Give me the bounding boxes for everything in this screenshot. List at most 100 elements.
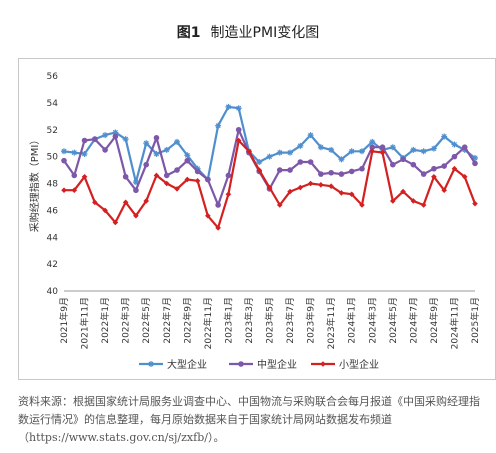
series-0-point bbox=[441, 133, 448, 140]
series-2-point bbox=[410, 198, 417, 204]
series-0-point bbox=[81, 150, 88, 157]
series-1-point bbox=[338, 171, 345, 177]
y-tick-label: 44 bbox=[47, 233, 59, 243]
series-2-point bbox=[256, 167, 263, 173]
series-2-point bbox=[338, 190, 345, 196]
series-2-point bbox=[390, 198, 396, 204]
series-2-point bbox=[81, 173, 88, 180]
series-1-point bbox=[163, 172, 170, 179]
series-0-point bbox=[132, 179, 139, 186]
series-1-point bbox=[472, 160, 478, 167]
series-2-point bbox=[359, 202, 365, 208]
series-2-point bbox=[431, 173, 437, 180]
series-1-point bbox=[235, 126, 242, 133]
series-2-point bbox=[420, 202, 427, 208]
series-1-point bbox=[287, 167, 293, 173]
series-1-point bbox=[348, 168, 355, 175]
series-2-point bbox=[472, 200, 478, 207]
series-0-point bbox=[369, 138, 376, 145]
x-tick-label: 2024年9月 bbox=[428, 297, 440, 344]
x-tick-label: 2024年5月 bbox=[387, 297, 399, 344]
x-tick-label: 2024年11月 bbox=[448, 297, 460, 349]
x-tick-label: 2022年1月 bbox=[99, 297, 111, 344]
series-1-point bbox=[194, 168, 201, 175]
legend-marker-0 bbox=[148, 361, 154, 367]
series-1-point bbox=[225, 172, 232, 179]
series-0-point bbox=[348, 148, 355, 155]
series-1-point bbox=[431, 165, 437, 172]
series-2-point bbox=[379, 149, 386, 156]
series-0-point bbox=[184, 152, 191, 159]
series-0-point bbox=[430, 145, 437, 152]
series-0-point bbox=[215, 122, 222, 129]
x-tick-label: 2023年3月 bbox=[243, 297, 255, 344]
legend-marker-2 bbox=[320, 361, 326, 367]
series-1-point bbox=[112, 133, 119, 140]
y-tick-label: 48 bbox=[47, 180, 59, 190]
series-2-point bbox=[441, 187, 447, 194]
series-0-point bbox=[153, 150, 160, 157]
series-2-point bbox=[92, 199, 98, 206]
series-1-point bbox=[276, 167, 283, 173]
x-tick-label: 2024年7月 bbox=[407, 297, 419, 344]
series-1-point bbox=[143, 161, 149, 168]
series-0-point bbox=[256, 159, 263, 165]
series-2-point bbox=[400, 188, 406, 195]
series-2-point bbox=[451, 165, 458, 172]
pmi-line-chart: 40 42 44 46 48 50 52 54 56 采购经理指数（PMI） 2021年9月 2021… bbox=[28, 72, 481, 371]
series-0-point bbox=[297, 142, 304, 149]
series-2-point bbox=[266, 184, 273, 191]
figure-title-text: 制造业PMI变化图 bbox=[210, 25, 320, 41]
y-tick-label: 56 bbox=[47, 72, 59, 82]
series-1-point bbox=[390, 161, 396, 168]
series-0-point bbox=[122, 136, 129, 143]
series-0-point bbox=[328, 146, 335, 153]
x-tick-label: 2023年5月 bbox=[264, 297, 276, 344]
series-2-point bbox=[225, 191, 232, 198]
series-2-point bbox=[348, 191, 355, 198]
series-1-point bbox=[174, 167, 180, 173]
y-tick-label: 54 bbox=[47, 99, 59, 109]
series-0-point bbox=[307, 132, 314, 139]
series-1-point bbox=[153, 135, 160, 141]
series-1-point bbox=[102, 147, 108, 153]
legend-label-1: 中型企业 bbox=[257, 358, 297, 371]
series-2-point bbox=[328, 183, 334, 189]
series-1-point bbox=[410, 161, 417, 168]
series-0-point bbox=[358, 148, 365, 155]
legend-label-0: 大型企业 bbox=[167, 358, 207, 371]
series-0-point bbox=[420, 148, 427, 155]
series-1-point bbox=[71, 172, 78, 179]
series-2-point bbox=[369, 148, 376, 155]
series-line-0 bbox=[63, 105, 476, 184]
series-2-point bbox=[184, 176, 191, 183]
series-2-point bbox=[122, 199, 129, 206]
series-1-point bbox=[369, 144, 376, 151]
series-2-point bbox=[61, 187, 67, 194]
series-2-point bbox=[287, 188, 293, 195]
x-tick-label: 2024年1月 bbox=[346, 297, 358, 344]
series-1-point bbox=[461, 144, 468, 151]
series-2-point bbox=[235, 137, 242, 144]
series-1-point bbox=[379, 144, 386, 151]
series-0-point bbox=[472, 154, 478, 161]
series-1-point bbox=[297, 159, 304, 165]
series-1-point bbox=[184, 157, 191, 164]
series-0-point bbox=[174, 138, 181, 145]
series-1-point bbox=[81, 137, 88, 144]
series-2-point bbox=[215, 225, 221, 231]
y-tick-label: 40 bbox=[47, 287, 59, 297]
series-0-point bbox=[266, 153, 273, 160]
y-tick-label: 52 bbox=[47, 126, 58, 136]
x-tick-label: 2023年9月 bbox=[305, 297, 317, 344]
series-1-point bbox=[215, 202, 221, 208]
x-tick-label: 2022年7月 bbox=[161, 297, 173, 344]
series-2-point bbox=[153, 172, 160, 179]
series-0-point bbox=[163, 146, 170, 153]
series-1-point bbox=[400, 156, 406, 163]
y-axis-label: 采购经理指数（PMI） bbox=[28, 135, 41, 233]
series-1-point bbox=[359, 165, 365, 172]
series-0-point bbox=[451, 141, 458, 148]
series-0-point bbox=[389, 144, 396, 151]
x-tick-label: 2022年5月 bbox=[140, 297, 152, 344]
